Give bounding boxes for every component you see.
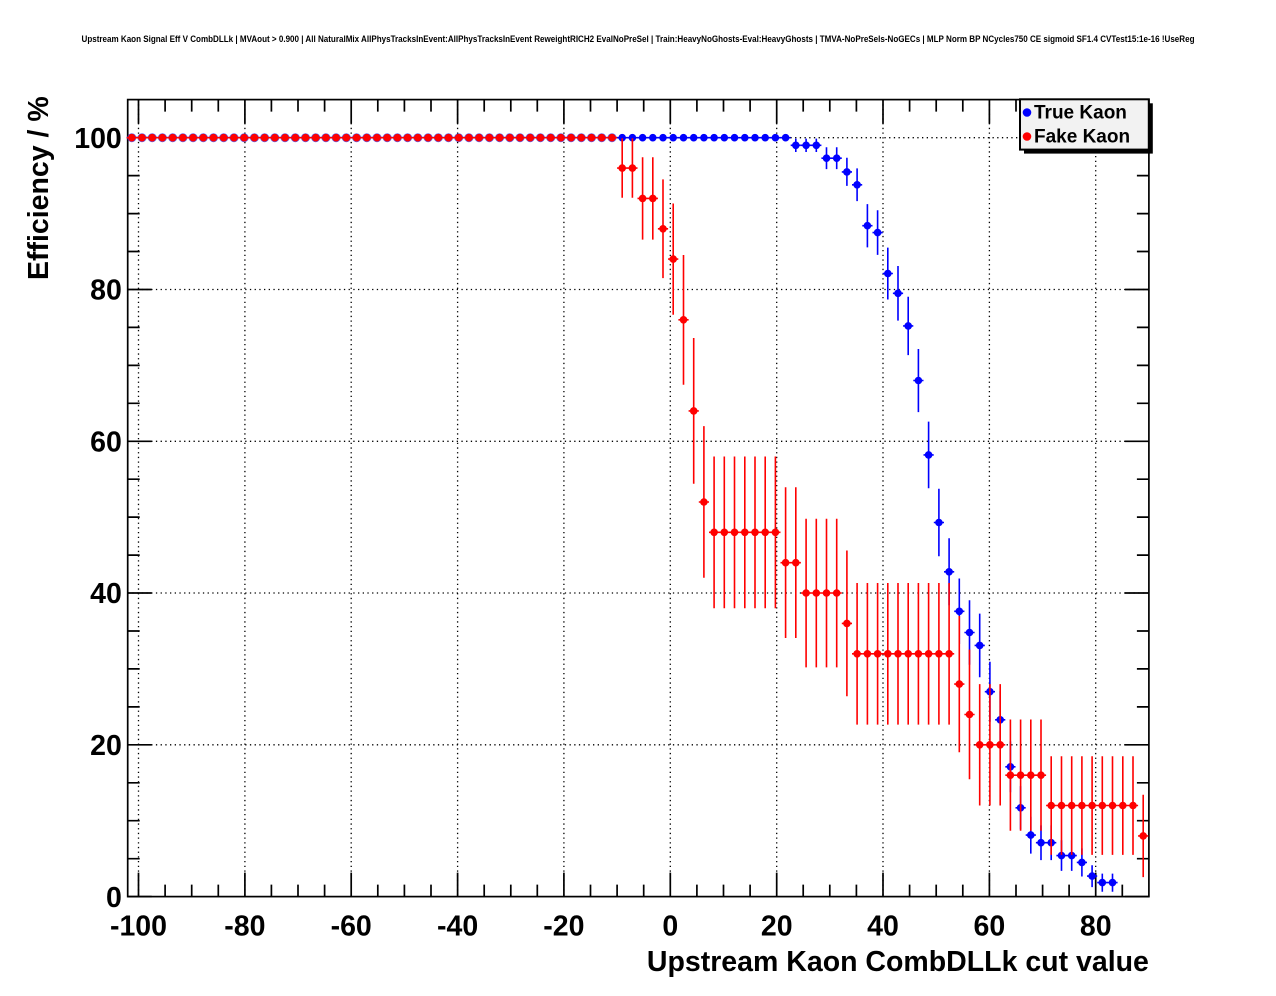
svg-text:Upstream Kaon Signal Eff V Com: Upstream Kaon Signal Eff V CombDLLk | MV… [82, 34, 1195, 44]
svg-text:Fake Kaon: Fake Kaon [1034, 127, 1130, 148]
svg-text:80: 80 [1080, 911, 1112, 943]
svg-text:-60: -60 [331, 911, 372, 943]
svg-text:-20: -20 [543, 911, 584, 943]
svg-text:-40: -40 [437, 911, 478, 943]
svg-text:20: 20 [761, 911, 793, 943]
svg-text:60: 60 [974, 911, 1006, 943]
svg-text:0: 0 [106, 882, 122, 914]
svg-text:0: 0 [662, 911, 678, 943]
svg-text:-100: -100 [110, 911, 167, 943]
svg-text:40: 40 [867, 911, 899, 943]
svg-text:40: 40 [90, 578, 122, 610]
svg-text:Upstream Kaon CombDLLk cut val: Upstream Kaon CombDLLk cut value [647, 946, 1149, 978]
svg-text:80: 80 [90, 275, 122, 307]
svg-text:20: 20 [90, 730, 122, 762]
svg-text:100: 100 [74, 123, 122, 155]
svg-text:True Kaon: True Kaon [1034, 103, 1127, 124]
svg-text:60: 60 [90, 427, 122, 459]
svg-text:-80: -80 [224, 911, 265, 943]
svg-text:Efficiency / %: Efficiency / % [23, 96, 55, 280]
